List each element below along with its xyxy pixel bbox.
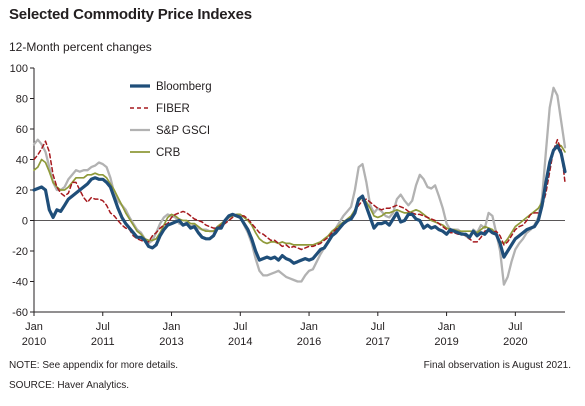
x-tick-label: Jul — [508, 321, 522, 333]
y-tick-label: -60 — [12, 307, 28, 319]
source-text: SOURCE: Haver Analytics. — [9, 380, 130, 391]
x-tick-label: 2013 — [159, 336, 183, 348]
x-tick-label: Jul — [233, 321, 247, 333]
y-tick-label: 80 — [16, 94, 28, 106]
x-tick-label: 2011 — [91, 336, 115, 348]
x-tick-label: Jan — [163, 321, 181, 333]
y-tick-label: 20 — [16, 185, 28, 197]
legend-label-s-p-gsci: S&P GSCI — [156, 125, 210, 137]
final-observation-text: Final observation is August 2021. — [423, 360, 571, 371]
y-tick-label: 60 — [16, 124, 28, 136]
y-tick-label: -20 — [12, 246, 28, 258]
series-line-crb — [33, 143, 566, 246]
x-tick-label: Jul — [96, 321, 110, 333]
x-tick-label: Jul — [371, 321, 385, 333]
series-line-s-p-gsci — [32, 86, 567, 286]
x-tick-label: Jan — [300, 321, 318, 333]
series-line-bloomberg — [32, 144, 567, 265]
legend-label-bloomberg: Bloomberg — [156, 81, 212, 93]
legend-label-fiber: FIBER — [156, 103, 190, 115]
chart-title: Selected Commodity Price Indexes — [9, 6, 252, 23]
x-tick-label: 2016 — [297, 336, 321, 348]
y-tick-label: 100 — [10, 63, 28, 75]
y-tick-label: 0 — [22, 216, 28, 228]
y-tick-label: 40 — [16, 155, 28, 167]
series-line-fiber — [33, 138, 566, 251]
x-tick-label: Jan — [438, 321, 456, 333]
note-text: NOTE: See appendix for more details. — [9, 360, 178, 371]
x-tick-label: Jan — [25, 321, 43, 333]
y-tick-label: -40 — [12, 277, 28, 289]
x-tick-label: 2010 — [22, 336, 46, 348]
x-tick-label: 2019 — [434, 336, 458, 348]
x-tick-label: 2017 — [366, 336, 390, 348]
x-tick-label: 2014 — [228, 336, 252, 348]
chart-subtitle: 12-Month percent changes — [9, 40, 152, 54]
legend-label-crb: CRB — [156, 147, 181, 159]
x-tick-label: 2020 — [503, 336, 527, 348]
